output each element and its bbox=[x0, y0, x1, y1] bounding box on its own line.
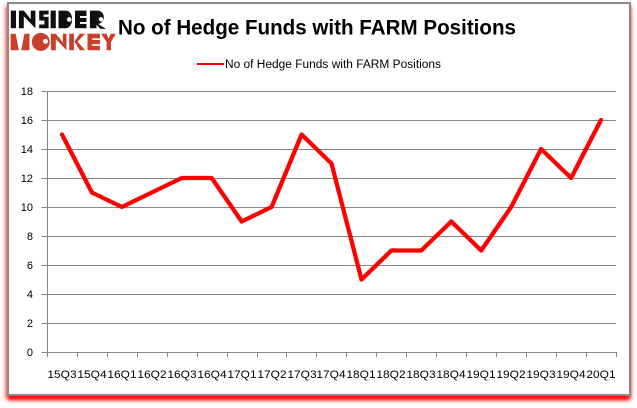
svg-text:20Q1: 20Q1 bbox=[586, 369, 615, 381]
svg-text:19Q1: 19Q1 bbox=[466, 369, 495, 381]
svg-text:17Q3: 17Q3 bbox=[287, 369, 316, 381]
svg-text:14: 14 bbox=[21, 144, 33, 156]
svg-text:15Q4: 15Q4 bbox=[77, 369, 106, 381]
svg-text:17Q2: 17Q2 bbox=[257, 369, 286, 381]
svg-text:16Q1: 16Q1 bbox=[107, 369, 136, 381]
svg-text:18Q2: 18Q2 bbox=[376, 369, 405, 381]
svg-text:8: 8 bbox=[27, 231, 33, 243]
svg-text:No of Hedge Funds with FARM Po: No of Hedge Funds with FARM Positions bbox=[225, 57, 441, 71]
svg-text:19Q2: 19Q2 bbox=[496, 369, 525, 381]
svg-text:16Q4: 16Q4 bbox=[197, 369, 226, 381]
svg-text:17Q1: 17Q1 bbox=[227, 369, 256, 381]
svg-text:19Q4: 19Q4 bbox=[556, 369, 585, 381]
svg-text:18Q3: 18Q3 bbox=[406, 369, 435, 381]
svg-text:18Q4: 18Q4 bbox=[436, 369, 465, 381]
svg-text:2: 2 bbox=[27, 318, 33, 330]
svg-text:0: 0 bbox=[27, 347, 33, 359]
svg-text:6: 6 bbox=[27, 260, 33, 272]
svg-text:No of Hedge Funds with FARM Po: No of Hedge Funds with FARM Positions bbox=[118, 17, 516, 40]
svg-text:12: 12 bbox=[21, 173, 33, 185]
svg-text:18: 18 bbox=[21, 86, 33, 98]
svg-text:4: 4 bbox=[27, 289, 33, 301]
svg-text:15Q3: 15Q3 bbox=[47, 369, 76, 381]
svg-text:19Q3: 19Q3 bbox=[526, 369, 555, 381]
svg-text:16Q2: 16Q2 bbox=[137, 369, 166, 381]
svg-text:16Q3: 16Q3 bbox=[167, 369, 196, 381]
svg-text:17Q4: 17Q4 bbox=[316, 369, 345, 381]
svg-text:18Q1: 18Q1 bbox=[346, 369, 375, 381]
svg-text:10: 10 bbox=[21, 202, 33, 214]
svg-text:16: 16 bbox=[21, 115, 33, 127]
